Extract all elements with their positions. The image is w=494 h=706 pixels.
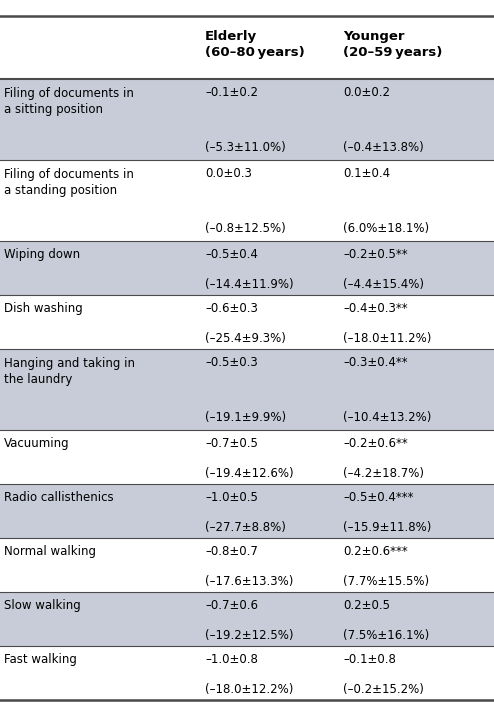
Text: (–4.4±15.4%): (–4.4±15.4%) xyxy=(343,277,424,291)
Text: (–0.4±13.8%): (–0.4±13.8%) xyxy=(343,141,424,154)
Text: (–19.4±12.6%): (–19.4±12.6%) xyxy=(205,467,293,480)
Text: –1.0±0.8: –1.0±0.8 xyxy=(205,653,258,666)
Text: (–27.7±8.8%): (–27.7±8.8%) xyxy=(205,521,286,534)
Text: –0.2±0.6**: –0.2±0.6** xyxy=(343,437,408,450)
Text: (–19.1±9.9%): (–19.1±9.9%) xyxy=(205,411,286,424)
Text: Hanging and taking in
the laundry: Hanging and taking in the laundry xyxy=(4,357,135,385)
Text: (–14.4±11.9%): (–14.4±11.9%) xyxy=(205,277,293,291)
Text: (–19.2±12.5%): (–19.2±12.5%) xyxy=(205,629,293,642)
Text: (–17.6±13.3%): (–17.6±13.3%) xyxy=(205,575,293,588)
Text: (–10.4±13.2%): (–10.4±13.2%) xyxy=(343,411,432,424)
Bar xyxy=(0,16,494,79)
Text: Slow walking: Slow walking xyxy=(4,599,81,612)
Text: 0.2±0.6***: 0.2±0.6*** xyxy=(343,545,408,558)
Text: –0.7±0.6: –0.7±0.6 xyxy=(205,599,258,612)
Text: –0.8±0.7: –0.8±0.7 xyxy=(205,545,258,558)
Text: (–0.8±12.5%): (–0.8±12.5%) xyxy=(205,222,286,235)
Text: –0.5±0.4***: –0.5±0.4*** xyxy=(343,491,414,504)
Text: 0.2±0.5: 0.2±0.5 xyxy=(343,599,390,612)
Text: Normal walking: Normal walking xyxy=(4,545,96,558)
Text: –0.4±0.3**: –0.4±0.3** xyxy=(343,302,408,316)
Text: (–18.0±12.2%): (–18.0±12.2%) xyxy=(205,683,293,696)
Text: (7.7%±15.5%): (7.7%±15.5%) xyxy=(343,575,429,588)
Text: (–4.2±18.7%): (–4.2±18.7%) xyxy=(343,467,424,480)
Text: –1.0±0.5: –1.0±0.5 xyxy=(205,491,258,504)
Text: (–25.4±9.3%): (–25.4±9.3%) xyxy=(205,332,286,345)
Text: Wiping down: Wiping down xyxy=(4,249,80,261)
Text: (–18.0±11.2%): (–18.0±11.2%) xyxy=(343,332,432,345)
Bar xyxy=(0,160,494,241)
Text: 0.0±0.2: 0.0±0.2 xyxy=(343,86,390,100)
Text: –0.6±0.3: –0.6±0.3 xyxy=(205,302,258,316)
Text: –0.5±0.4: –0.5±0.4 xyxy=(205,249,258,261)
Bar xyxy=(0,484,494,539)
Text: Elderly
(60–80 years): Elderly (60–80 years) xyxy=(205,30,305,59)
Text: (–0.2±15.2%): (–0.2±15.2%) xyxy=(343,683,424,696)
Text: –0.3±0.4**: –0.3±0.4** xyxy=(343,357,408,369)
Text: (–15.9±11.8%): (–15.9±11.8%) xyxy=(343,521,432,534)
Bar xyxy=(0,349,494,431)
Bar xyxy=(0,295,494,349)
Bar xyxy=(0,647,494,700)
Text: (7.5%±16.1%): (7.5%±16.1%) xyxy=(343,629,430,642)
Bar xyxy=(0,79,494,160)
Text: (–5.3±11.0%): (–5.3±11.0%) xyxy=(205,141,286,154)
Text: Filing of documents in
a standing position: Filing of documents in a standing positi… xyxy=(4,168,134,197)
Text: –0.2±0.5**: –0.2±0.5** xyxy=(343,249,408,261)
Bar xyxy=(0,592,494,647)
Text: Radio callisthenics: Radio callisthenics xyxy=(4,491,114,504)
Text: –0.1±0.2: –0.1±0.2 xyxy=(205,86,258,100)
Text: –0.7±0.5: –0.7±0.5 xyxy=(205,437,258,450)
Text: 0.0±0.3: 0.0±0.3 xyxy=(205,167,252,180)
Text: Filing of documents in
a sitting position: Filing of documents in a sitting positio… xyxy=(4,87,134,116)
Text: Fast walking: Fast walking xyxy=(4,653,77,666)
Text: Younger
(20–59 years): Younger (20–59 years) xyxy=(343,30,443,59)
Text: (6.0%±18.1%): (6.0%±18.1%) xyxy=(343,222,429,235)
Text: –0.1±0.8: –0.1±0.8 xyxy=(343,653,396,666)
Bar xyxy=(0,539,494,592)
Bar xyxy=(0,431,494,484)
Text: 0.1±0.4: 0.1±0.4 xyxy=(343,167,390,180)
Text: Vacuuming: Vacuuming xyxy=(4,437,70,450)
Bar xyxy=(0,241,494,295)
Text: –0.5±0.3: –0.5±0.3 xyxy=(205,357,258,369)
Text: Dish washing: Dish washing xyxy=(4,302,82,315)
